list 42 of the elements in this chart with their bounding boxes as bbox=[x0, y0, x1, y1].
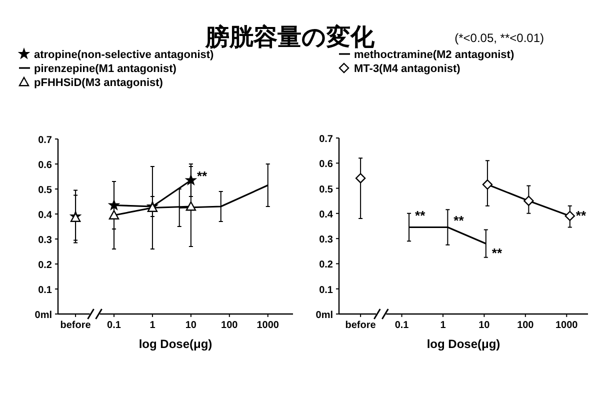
legend-label: atropine(non-selective antagonist) bbox=[34, 49, 214, 61]
x-tick-label: 1 bbox=[150, 320, 156, 331]
text: (*<0.05, **<0.01) bbox=[454, 31, 544, 45]
y-tick-label: 0.6 bbox=[38, 160, 52, 171]
x-tick-label: 10 bbox=[478, 320, 490, 331]
x-tick-label: 10 bbox=[185, 320, 197, 331]
y-tick-label: 0.5 bbox=[319, 184, 334, 196]
x-tick-label: 0.1 bbox=[107, 320, 122, 331]
x-tick-label: 1000 bbox=[556, 320, 578, 331]
y-tick-label: 0.1 bbox=[319, 284, 334, 296]
x-axis-title: log Dose(μg) bbox=[426, 337, 500, 351]
y-tick-label: 0ml bbox=[316, 310, 334, 321]
y-tick-label: 0.2 bbox=[38, 260, 52, 271]
annotation: ** bbox=[454, 212, 465, 228]
y-tick-label: 0.1 bbox=[38, 285, 52, 296]
y-tick-label: 0.2 bbox=[319, 260, 334, 271]
x-tick-label: before bbox=[345, 320, 376, 331]
annotation: ** bbox=[415, 208, 426, 223]
x-tick-label: 0.1 bbox=[394, 320, 410, 331]
x-tick-label: 100 bbox=[517, 320, 534, 331]
y-tick-label: 0.3 bbox=[38, 235, 52, 246]
y-tick-label: 0.6 bbox=[319, 159, 334, 170]
legend-label: methoctramine(M2 antagonist) bbox=[354, 49, 514, 61]
y-tick-label: 0.5 bbox=[38, 185, 52, 196]
y-tick-label: 0.4 bbox=[319, 209, 334, 220]
x-axis-title: log Dose(μg) bbox=[138, 337, 212, 351]
x-tick-label: 1 bbox=[440, 320, 446, 331]
y-tick-label: 0.7 bbox=[319, 134, 334, 145]
y-tick-label: 0.4 bbox=[38, 210, 52, 221]
x-tick-label: 1000 bbox=[256, 320, 280, 331]
y-tick-label: 0.7 bbox=[38, 135, 52, 146]
legend-label: pirenzepine(M1 antagonist) bbox=[34, 63, 177, 75]
annotation: ** bbox=[492, 246, 503, 261]
x-tick-label: before bbox=[60, 320, 92, 331]
y-tick-label: 0ml bbox=[34, 310, 52, 321]
x-tick-label: 100 bbox=[221, 320, 238, 331]
y-tick-label: 0.3 bbox=[319, 234, 334, 246]
legend-label: MT-3(M4 antagonist) bbox=[354, 63, 461, 75]
legend-label: pFHHSiD(M3 antagonist) bbox=[34, 77, 164, 89]
annotation: ** bbox=[576, 208, 587, 223]
chart-title: 膀胱容量の変化 bbox=[204, 23, 376, 51]
annotation: ** bbox=[196, 168, 208, 184]
